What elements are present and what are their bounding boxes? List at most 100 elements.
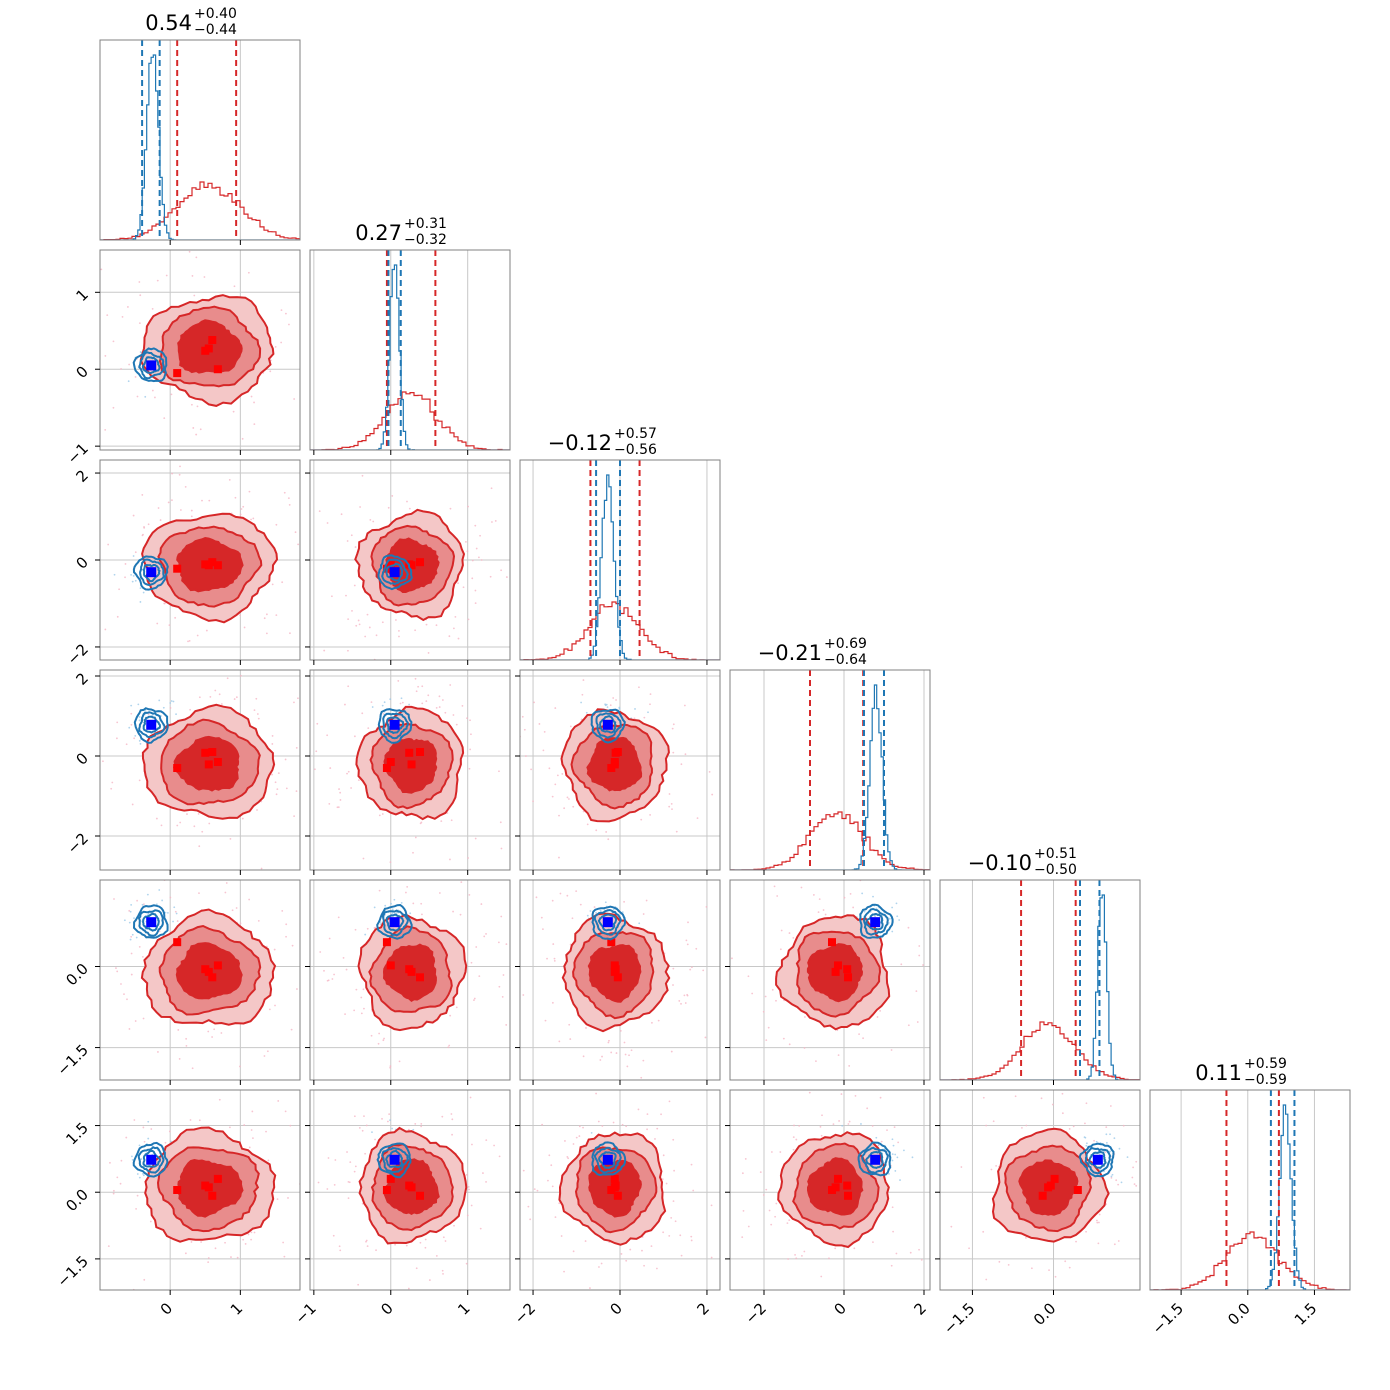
red-sample-marker xyxy=(405,965,414,974)
scatter-point xyxy=(138,1144,141,1147)
scatter-point xyxy=(911,1156,914,1159)
panel-title-plus: +0.59 xyxy=(1244,1056,1287,1072)
scatter-point xyxy=(330,595,333,598)
scatter-point xyxy=(276,788,279,790)
scatter-point xyxy=(294,531,297,534)
scatter-point xyxy=(283,1255,286,1258)
blue-contour-inner xyxy=(598,1151,617,1169)
truth-marker xyxy=(389,1154,400,1165)
scatter-point xyxy=(477,556,480,559)
scatter-point xyxy=(390,902,392,905)
scatter-point xyxy=(593,906,596,908)
scatter-point xyxy=(347,685,350,688)
scatter-point xyxy=(834,1247,837,1250)
scatter-point xyxy=(134,1020,137,1022)
panel-content xyxy=(310,455,510,660)
scatter-point xyxy=(888,1172,890,1175)
scatter-point xyxy=(304,307,306,309)
red-histogram xyxy=(520,601,720,660)
scatter-point xyxy=(167,501,170,504)
scatter-point xyxy=(609,704,612,707)
scatter-point xyxy=(874,915,877,917)
scatter-point xyxy=(856,1306,858,1308)
scatter-point xyxy=(599,1059,602,1061)
scatter-point xyxy=(668,1234,671,1237)
scatter-point xyxy=(710,925,712,927)
scatter-point xyxy=(880,1140,883,1143)
panel-content xyxy=(730,670,930,870)
red-sample-marker xyxy=(607,1186,616,1194)
scatter-point xyxy=(91,388,93,390)
x-tick-label: −2 xyxy=(742,1299,770,1327)
scatter-point xyxy=(1117,1240,1120,1242)
panel-title-plus: +0.69 xyxy=(824,636,867,652)
scatter-point xyxy=(427,652,430,654)
scatter-point xyxy=(330,724,332,726)
scatter-point xyxy=(157,1051,159,1053)
scatter-point xyxy=(708,770,711,773)
scatter-point xyxy=(293,701,295,704)
scatter-point xyxy=(346,540,349,542)
scatter-point xyxy=(599,909,602,912)
scatter-point xyxy=(680,1254,683,1257)
scatter-point xyxy=(705,905,708,908)
scatter-point xyxy=(248,1146,251,1149)
scatter-point xyxy=(547,1179,549,1182)
scatter-point xyxy=(521,715,524,718)
scatter-point xyxy=(340,513,343,516)
scatter-point xyxy=(408,507,411,510)
scatter-point xyxy=(391,495,394,497)
scatter-point xyxy=(170,700,173,702)
scatter-point xyxy=(323,649,326,652)
scatter-point xyxy=(891,1159,894,1162)
scatter-point xyxy=(888,917,891,920)
y-tick-label: 1.5 xyxy=(62,1119,92,1149)
scatter-point xyxy=(672,984,674,986)
scatter-point xyxy=(505,1024,508,1026)
scatter-point xyxy=(415,690,418,693)
scatter-point xyxy=(907,1024,910,1027)
scatter-point xyxy=(247,1233,250,1236)
scatter-point xyxy=(126,998,128,1001)
panel-content xyxy=(100,1090,300,1290)
scatter-point xyxy=(894,1153,897,1156)
scatter-point xyxy=(132,514,135,517)
scatter-point xyxy=(690,966,693,969)
scatter-point xyxy=(66,387,68,389)
scatter-point xyxy=(455,723,458,726)
scatter-point xyxy=(144,395,147,398)
scatter-point xyxy=(302,542,304,544)
panel-content xyxy=(100,670,332,870)
red-sample-marker xyxy=(607,764,616,772)
scatter-point xyxy=(646,1128,648,1131)
scatter-point xyxy=(387,506,390,509)
scatter-point xyxy=(140,1158,143,1160)
scatter-point xyxy=(499,821,502,824)
scatter-point xyxy=(414,1122,417,1125)
scatter-point xyxy=(918,954,921,957)
scatter-point xyxy=(582,810,585,813)
scatter-point xyxy=(1098,1153,1101,1155)
scatter-point xyxy=(672,1200,675,1203)
scatter-point xyxy=(138,719,141,722)
scatter-point xyxy=(533,1188,536,1191)
scatter-point xyxy=(440,820,443,823)
scatter-point xyxy=(389,861,392,864)
scatter-point xyxy=(193,294,196,297)
scatter-point xyxy=(686,943,689,946)
panel-frame xyxy=(99,1089,301,1291)
panel-frame xyxy=(729,669,931,871)
scatter-point xyxy=(589,1287,591,1289)
scatter-point xyxy=(920,1259,923,1261)
scatter-point xyxy=(651,1021,653,1024)
scatter-point xyxy=(490,455,492,457)
scatter-point xyxy=(342,603,344,605)
scatter-point xyxy=(615,1052,618,1054)
x-tick-label: 0.0 xyxy=(1030,1299,1060,1329)
scatter-point xyxy=(282,1241,285,1244)
scatter-point xyxy=(339,791,342,794)
scatter-point xyxy=(794,1253,796,1256)
scatter-point xyxy=(575,890,578,893)
panel-1d-5: −1.5 0.0 1.5 0.11 +0.59−0.59 xyxy=(1149,1056,1351,1338)
blue-contour-mid xyxy=(593,908,622,936)
